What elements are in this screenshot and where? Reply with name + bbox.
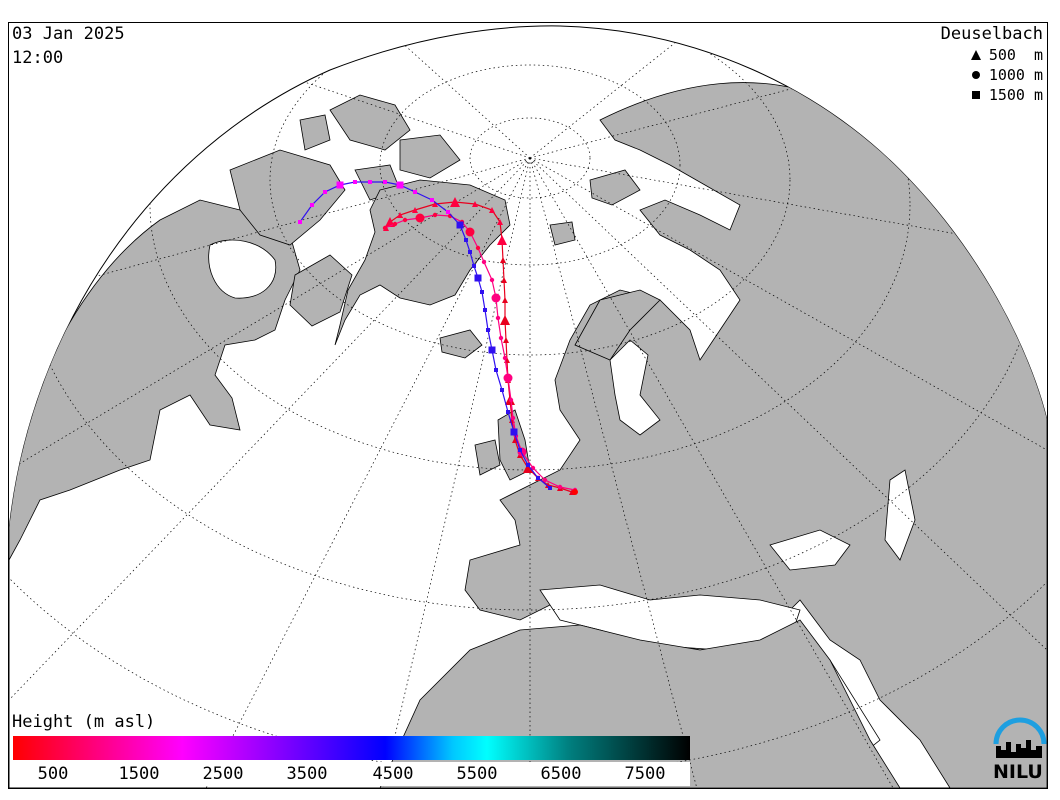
trajectory-1500m-marker: [430, 198, 434, 202]
iceland: [439, 329, 483, 359]
trajectory-1500m-marker: [518, 448, 522, 452]
trajectory-500m-marker: [432, 201, 438, 207]
legend-item-1000: 1000 m: [971, 66, 1043, 84]
trajectory-500m-marker: [502, 297, 508, 303]
colorbar-tick-3500: 3500: [286, 764, 328, 784]
nilu-logo-text: NILU: [993, 761, 1043, 783]
time-label: 12:00: [12, 48, 64, 68]
trajectory-1500m-marker: [336, 181, 344, 189]
colorbar-tick-500: 500: [37, 764, 69, 784]
trajectory-1500m-marker: [298, 220, 302, 224]
trajectory-1000m-marker: [475, 245, 481, 251]
trajectory-500m-marker: [501, 277, 507, 283]
trajectory-1000m-marker: [415, 213, 425, 223]
trajectory-1000m-marker: [508, 397, 514, 403]
trajectory-1500m-marker: [310, 203, 314, 207]
greenland: [334, 179, 511, 346]
trajectory-1000m-marker: [503, 373, 513, 383]
trajectory-1000m-marker: [489, 277, 495, 283]
trajectory-500m-marker: [523, 463, 533, 473]
legend-item-1500: 1500 m: [971, 86, 1043, 104]
trajectory-1000m-marker: [392, 221, 398, 227]
trajectory-1500m-marker: [480, 290, 484, 294]
caspian-sea: [884, 469, 916, 561]
trajectory-tracks: [298, 180, 578, 495]
colorbar-tick-1500: 1500: [118, 764, 160, 784]
station-name: Deuselbach: [940, 24, 1043, 44]
trajectory-500m-marker: [450, 197, 460, 207]
trajectory-500m-marker: [489, 207, 495, 213]
colorbar-tick-6500: 6500: [540, 764, 582, 784]
legend-item-500: 500 m: [970, 46, 1043, 64]
trajectory-1000m-marker: [432, 212, 438, 218]
trajectory-1000m-marker: [495, 315, 501, 321]
trajectory-1500m-marker: [446, 210, 450, 214]
trajectory-1500m-line: [299, 181, 551, 489]
trajectory-1500m-marker: [396, 181, 404, 189]
trajectory-1500m-marker: [506, 410, 510, 414]
trajectory-500m-marker: [512, 437, 518, 443]
circle-icon: [971, 71, 980, 79]
trajectory-500m-marker: [503, 337, 509, 343]
trajectory-1000m-marker: [498, 335, 504, 341]
trajectory-1500m-marker: [488, 346, 496, 354]
trajectory-1500m-marker: [526, 463, 530, 467]
colorbar-tick-5500: 5500: [456, 764, 498, 784]
trajectory-1500m-marker: [468, 250, 472, 254]
trajectory-1500m-marker: [323, 190, 327, 194]
baffin-island: [229, 149, 346, 246]
labrador: [289, 254, 353, 327]
ireland: [474, 439, 501, 476]
trajectory-1000m-marker: [510, 415, 516, 421]
trajectory-1000m-marker: [402, 217, 408, 223]
trajectory-500m-marker: [500, 315, 510, 325]
black-sea: [769, 529, 851, 571]
trajectory-1500m-marker: [472, 264, 476, 268]
height-colorbar: [13, 736, 690, 760]
colorbar-tick-2500: 2500: [202, 764, 244, 784]
trajectory-1500m-marker: [510, 428, 518, 436]
trajectory-1500m-marker: [368, 180, 372, 184]
trajectory-1500m-marker: [494, 368, 498, 372]
trajectory-1500m-marker: [500, 388, 504, 392]
square-icon: [971, 91, 980, 99]
trajectory-1500m-marker: [456, 221, 464, 229]
trajectory-1500m-marker: [383, 180, 387, 184]
hudson-bay: [208, 239, 277, 299]
baltic-sea: [609, 339, 661, 436]
date-label: 03 Jan 2025: [12, 24, 125, 44]
station-marker: [572, 489, 578, 495]
trajectory-1500m-marker: [486, 328, 490, 332]
triangle-icon: [970, 50, 981, 60]
nilu-logo-icon: [993, 717, 1047, 758]
colorbar-ticks: 500 1500 2500 3500 4500 5500 6500 7500: [13, 762, 690, 786]
colorbar-title: Height (m asl): [12, 712, 156, 732]
trajectory-1000m-marker: [465, 227, 475, 237]
trajectory-500m-marker: [397, 212, 403, 218]
colorbar-tick-4500: 4500: [372, 764, 414, 784]
trajectory-1000m-marker: [557, 484, 563, 490]
trajectory-1500m-marker: [413, 190, 417, 194]
trajectory-1000m-marker: [382, 225, 388, 231]
trajectory-1500m-marker: [536, 476, 540, 480]
trajectory-1500m-marker: [548, 486, 552, 490]
colorbar-tick-7500: 7500: [624, 764, 666, 784]
trajectory-1000m-marker: [491, 293, 501, 303]
trajectory-500m-marker: [497, 219, 503, 225]
trajectory-1000m-marker: [542, 477, 548, 483]
trajectory-1000m-marker: [481, 259, 487, 265]
trajectory-500m-marker: [472, 201, 478, 207]
trajectory-500m-marker: [500, 257, 506, 263]
trajectory-1000m-marker: [502, 355, 508, 361]
trajectory-500m-marker: [497, 235, 507, 245]
trajectory-1500m-marker: [474, 274, 482, 282]
trajectory-1500m-marker: [353, 180, 357, 184]
trajectory-500m-marker: [412, 207, 418, 213]
trajectory-1500m-marker: [483, 308, 487, 312]
trajectory-1500m-marker: [464, 238, 468, 242]
